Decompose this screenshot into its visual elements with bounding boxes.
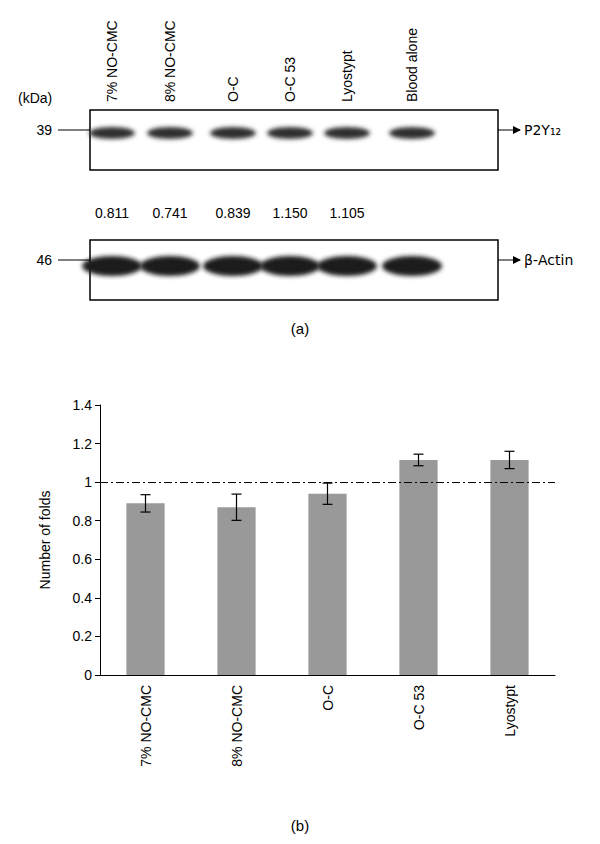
svg-text:7% NO-CMC: 7% NO-CMC <box>138 685 154 767</box>
svg-text:0.4: 0.4 <box>73 590 93 606</box>
svg-text:(a): (a) <box>291 320 309 337</box>
svg-text:0.811: 0.811 <box>95 205 129 221</box>
svg-text:0.8: 0.8 <box>73 513 93 529</box>
svg-text:O-C 53: O-C 53 <box>282 57 298 102</box>
svg-text:β-Actin: β-Actin <box>524 252 573 268</box>
svg-text:1.105: 1.105 <box>329 205 364 221</box>
svg-text:1.150: 1.150 <box>272 205 307 221</box>
svg-text:(kDa): (kDa) <box>18 90 52 106</box>
svg-text:(b): (b) <box>291 817 309 834</box>
svg-text:Number of folds: Number of folds <box>37 491 53 590</box>
svg-text:0.6: 0.6 <box>73 551 93 567</box>
svg-text:Lyostypt: Lyostypt <box>502 685 518 737</box>
svg-text:7% NO-CMC: 7% NO-CMC <box>104 20 120 102</box>
svg-text:P2Y₁₂: P2Y₁₂ <box>524 122 561 138</box>
svg-text:O-C 53: O-C 53 <box>411 685 427 730</box>
svg-text:Blood alone: Blood alone <box>404 28 420 102</box>
svg-text:8% NO-CMC: 8% NO-CMC <box>162 20 178 102</box>
svg-text:1: 1 <box>84 474 92 490</box>
svg-text:O-C: O-C <box>225 76 241 102</box>
svg-text:0.839: 0.839 <box>215 205 250 221</box>
svg-text:1.4: 1.4 <box>73 397 93 413</box>
svg-text:39: 39 <box>36 122 52 138</box>
svg-text:0: 0 <box>84 667 92 683</box>
svg-text:0.741: 0.741 <box>152 205 187 221</box>
svg-text:0.2: 0.2 <box>73 628 93 644</box>
svg-text:O-C: O-C <box>320 685 336 711</box>
svg-text:8% NO-CMC: 8% NO-CMC <box>229 685 245 767</box>
svg-text:46: 46 <box>36 252 52 268</box>
svg-text:1.2: 1.2 <box>73 436 93 452</box>
svg-text:Lyostypt: Lyostypt <box>339 50 355 102</box>
